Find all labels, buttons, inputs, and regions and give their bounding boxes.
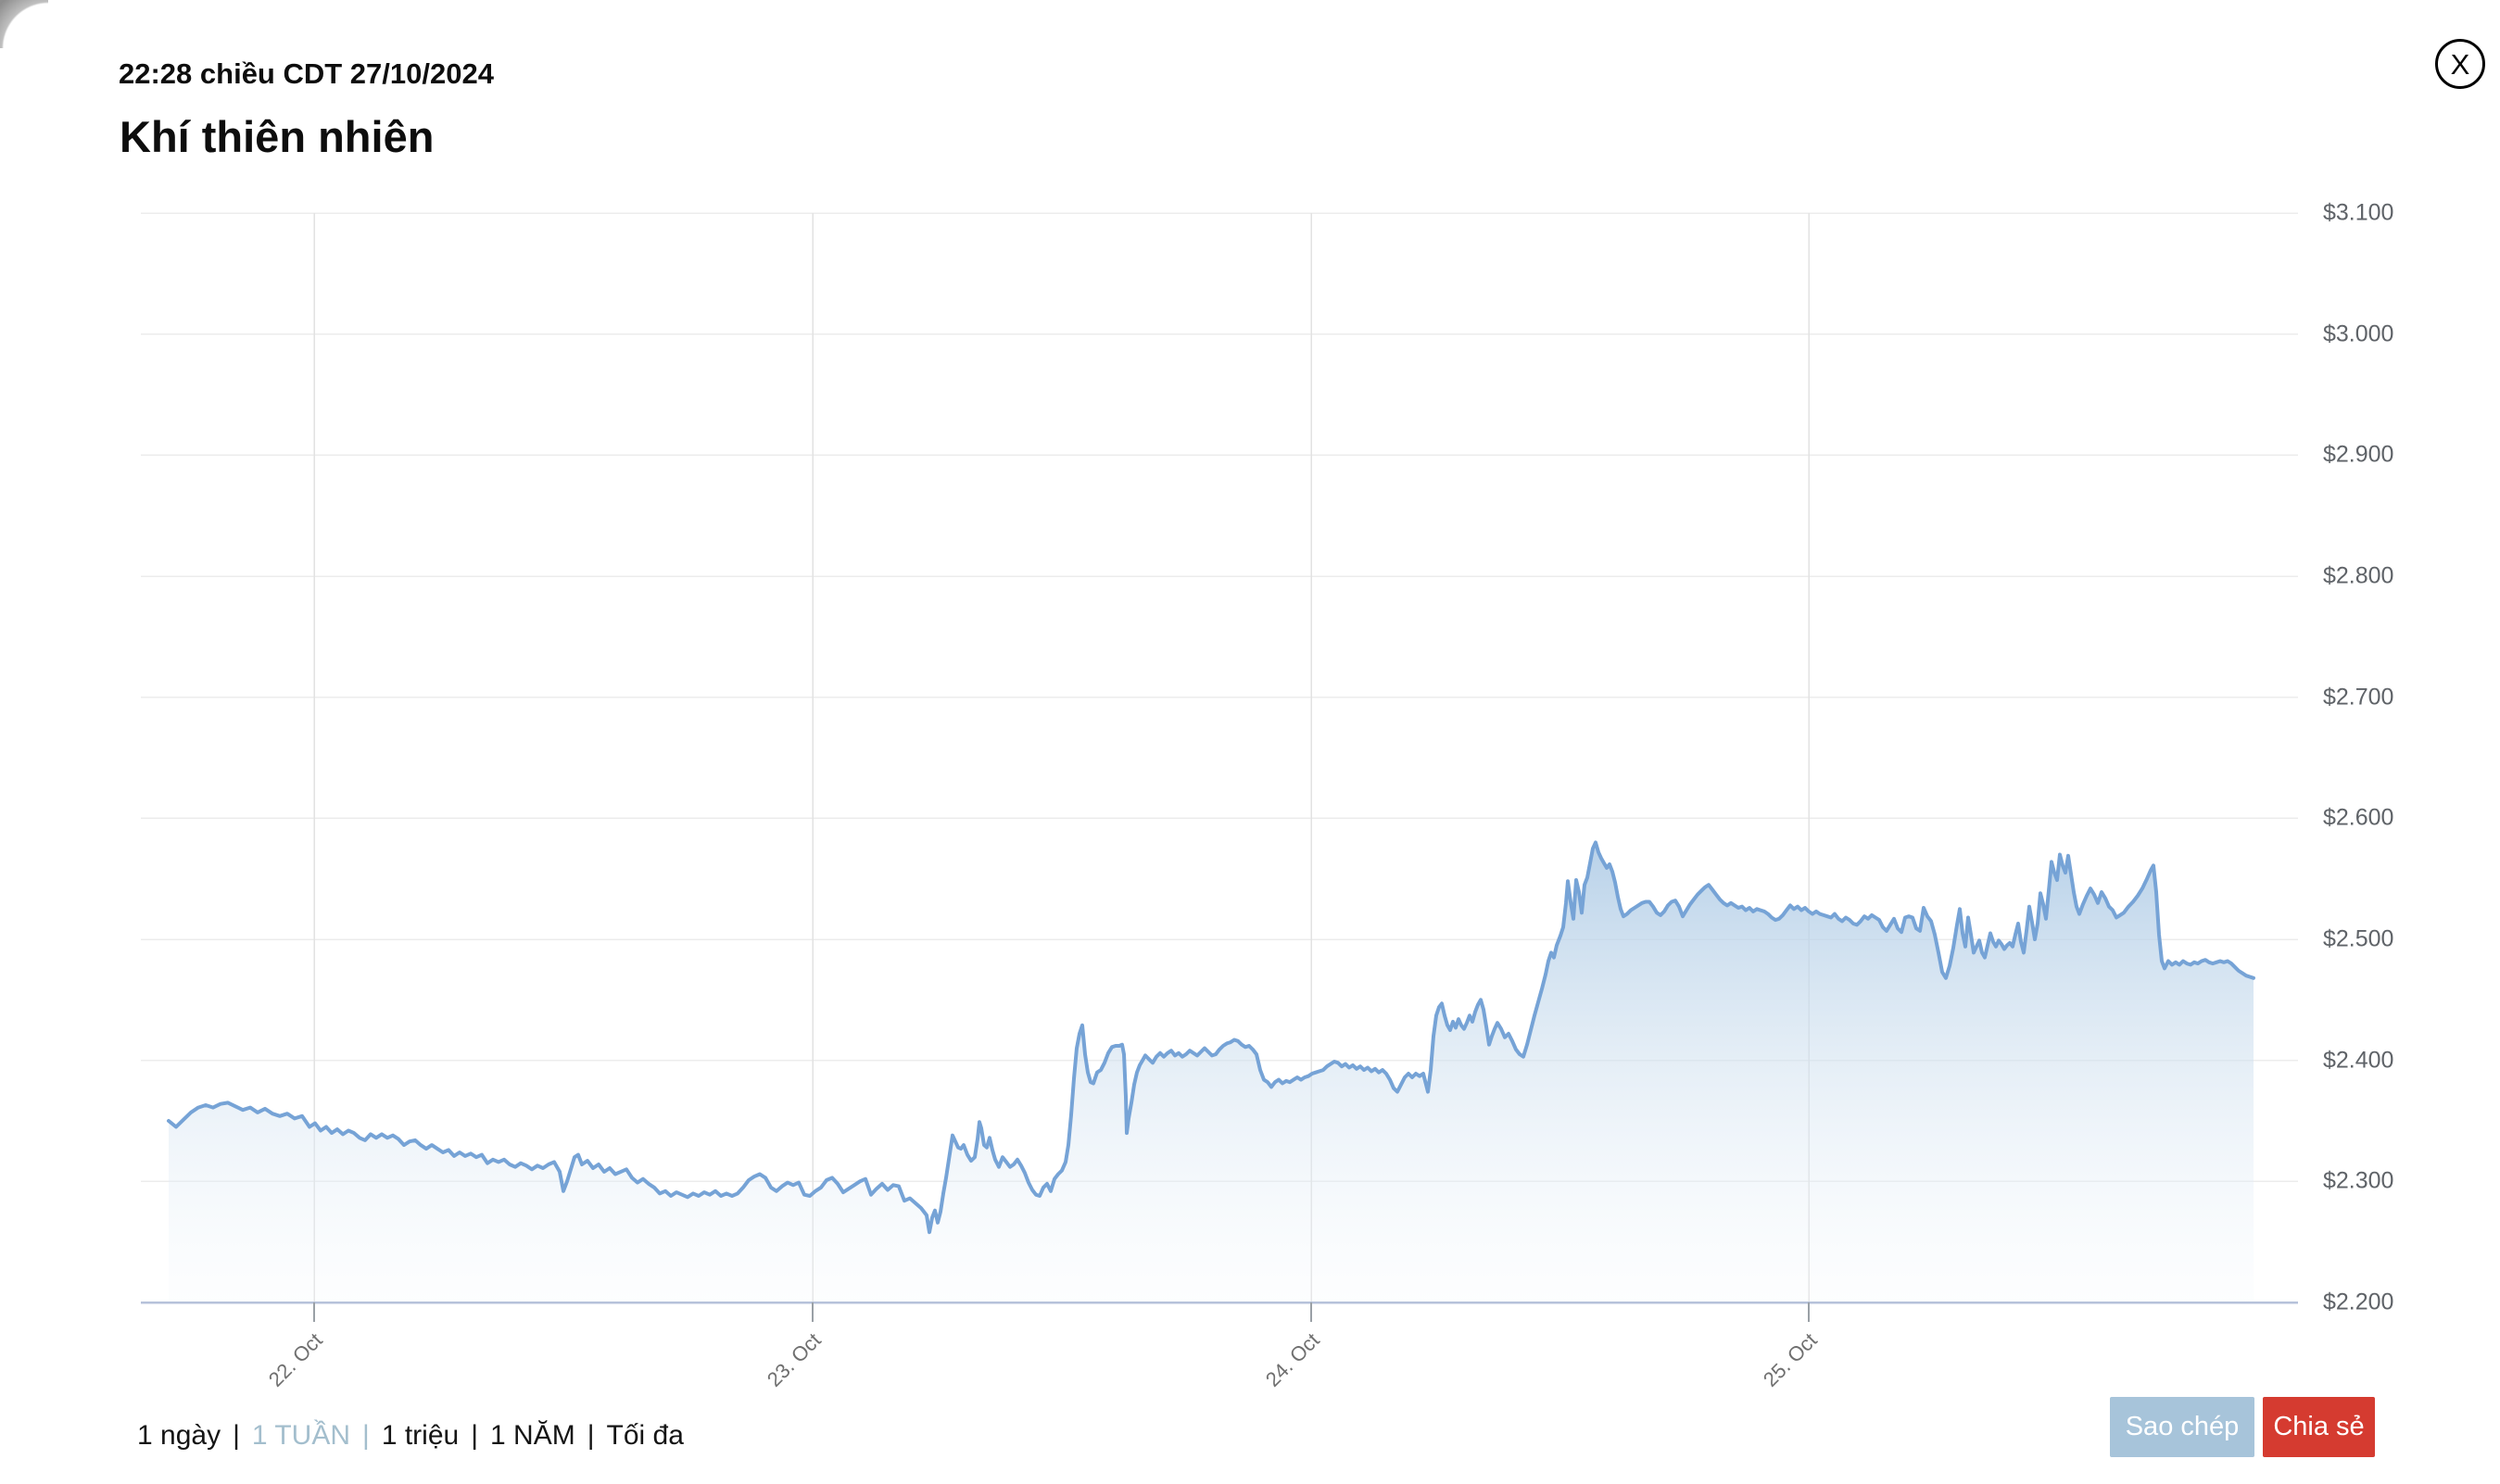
y-axis-label: $2.200 [2323, 1289, 2394, 1315]
share-button-label: Chia sẻ [2273, 1412, 2365, 1441]
y-axis-label: $2.800 [2323, 562, 2394, 589]
y-axis-label: $3.100 [2323, 199, 2394, 226]
range-option-2[interactable]: 1 TUẦN [251, 1420, 351, 1451]
range-option-1[interactable]: 1 ngày [137, 1420, 221, 1451]
y-axis-label: $2.500 [2323, 925, 2394, 952]
close-button[interactable]: X [2435, 39, 2485, 89]
range-separator: | [362, 1420, 370, 1451]
range-option-3[interactable]: 1 triệu [381, 1420, 460, 1451]
y-axis-label: $2.900 [2323, 441, 2394, 468]
y-axis-label: $2.400 [2323, 1047, 2394, 1074]
window-corner-artifact [0, 0, 48, 48]
range-separator: | [471, 1420, 479, 1451]
copy-button-label: Sao chép [2125, 1412, 2240, 1441]
y-axis-label: $2.300 [2323, 1167, 2394, 1194]
copy-button[interactable]: Sao chép [2110, 1397, 2254, 1457]
range-separator: | [233, 1420, 240, 1451]
quote-timestamp: 22:28 chiều CDT 27/10/2024 [119, 57, 494, 90]
y-axis-label: $2.600 [2323, 804, 2394, 831]
close-icon: X [2450, 47, 2470, 81]
range-option-4[interactable]: 1 NĂM [490, 1420, 575, 1451]
time-range-selector: 1 ngày | 1 TUẦN | 1 triệu | 1 NĂM | Tối đa [137, 1415, 684, 1457]
page-title: Khí thiên nhiên [120, 112, 435, 161]
share-button[interactable]: Chia sẻ [2263, 1397, 2375, 1457]
range-option-5[interactable]: Tối đa [606, 1420, 684, 1451]
y-axis-label: $3.000 [2323, 321, 2394, 347]
range-separator: | [587, 1420, 595, 1451]
y-axis-label: $2.700 [2323, 684, 2394, 711]
